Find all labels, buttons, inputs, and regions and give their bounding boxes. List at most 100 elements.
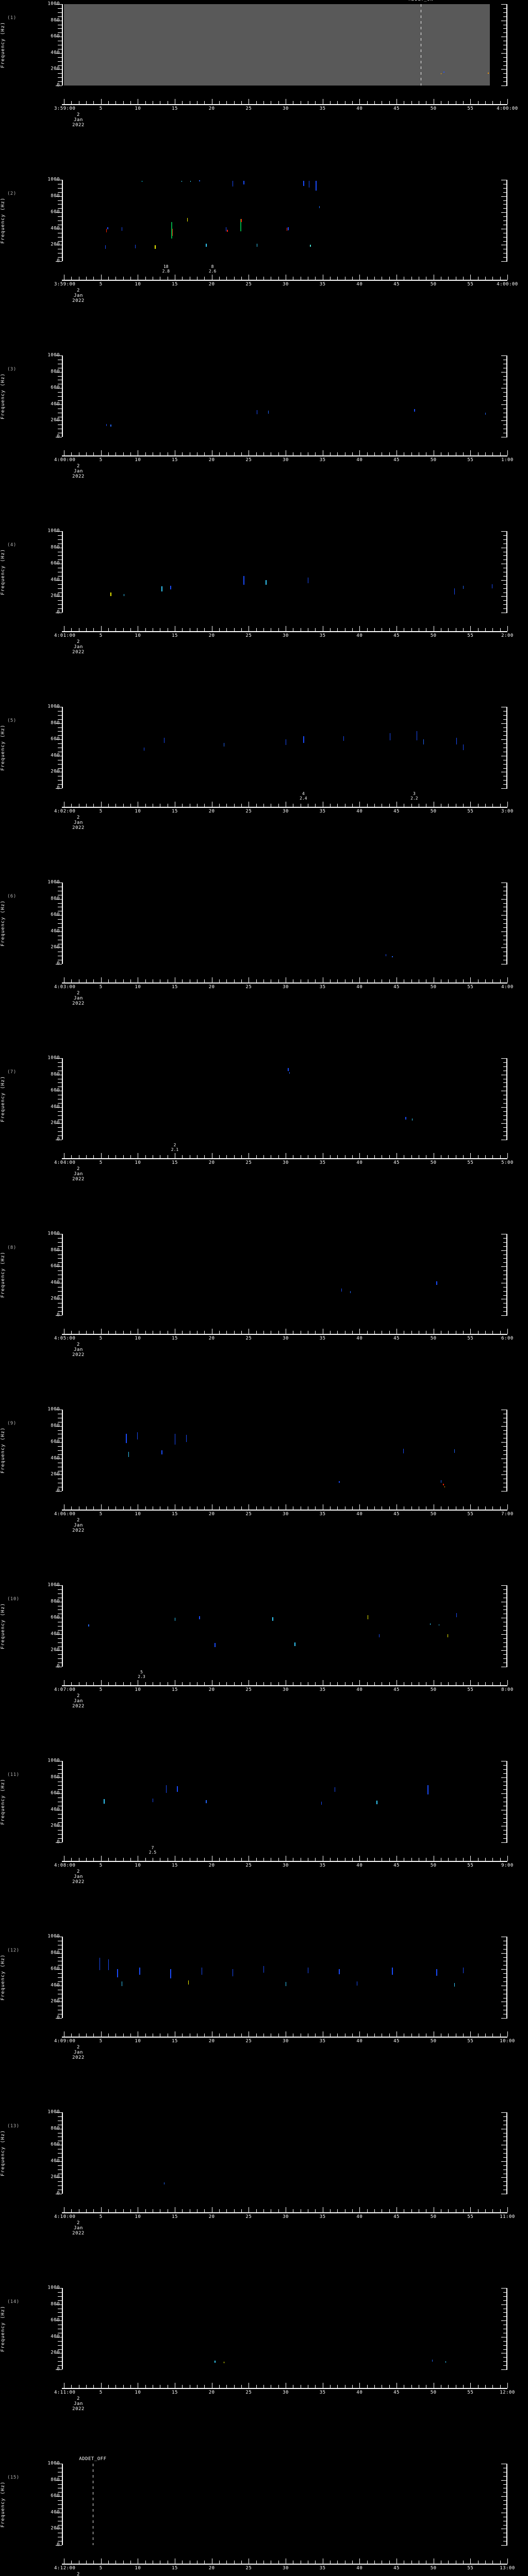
spectrogram-panel[interactable]: 0 200 400 600 800 1000 Frequency (Hz) (4) 4:01:0… [0, 527, 528, 703]
spectrogram-plot-area[interactable] [64, 2288, 507, 2369]
x-axis-label: 20 [208, 1512, 215, 1517]
y-axis-tick [56, 531, 62, 532]
x-axis-label: 4:00:00 [54, 457, 76, 463]
y-axis-tick-right [503, 1658, 507, 1659]
x-axis-tick [278, 1858, 279, 1861]
x-axis-tick [411, 1331, 412, 1334]
y-axis-tick [56, 420, 62, 421]
spectrogram-plot-area[interactable] [64, 1761, 507, 1842]
x-axis-label: 10 [135, 1863, 141, 1868]
x-axis-tick [389, 277, 390, 280]
spectrogram-panel[interactable]: 0 200 400 600 800 1000 Frequency (Hz) (14) 4:11:… [0, 2284, 528, 2460]
x-axis-tick [359, 1153, 360, 1158]
y-axis-tick [56, 53, 62, 54]
x-axis-tick [101, 802, 102, 807]
x-axis-tick [71, 1682, 72, 1685]
x-axis-tick [145, 1155, 146, 1158]
spectrogram-plot-area[interactable] [64, 1585, 507, 1667]
y-axis-tick-right [503, 743, 507, 744]
spectral-trace [186, 1434, 187, 1443]
x-axis-tick [463, 452, 464, 455]
y-axis-label: 1000 [47, 1934, 60, 1939]
spectrogram-plot-area[interactable] [64, 707, 507, 788]
spectrogram-panel[interactable]: 0 200 400 600 800 1000 Frequency (Hz) (10) 4:07:… [0, 1581, 528, 1757]
detection-annotation: 8 2.6 [209, 264, 216, 274]
x-axis-label: 10 [135, 633, 141, 638]
y-axis-tick-right [503, 16, 507, 17]
x-axis-tick [219, 452, 220, 455]
spectrogram-plot-area[interactable] [64, 2112, 507, 2194]
y-axis-tick [56, 69, 62, 70]
spectrogram-panel[interactable]: 0 200 400 600 800 1000 Frequency (Hz) (12) 4:09:… [0, 1933, 528, 2108]
spectrogram-panel[interactable]: 0 200 400 600 800 1000 Frequency (Hz) (5) 4:02:0… [0, 703, 528, 878]
x-axis-tick [411, 979, 412, 982]
y-axis-label: 1000 [47, 1055, 60, 1061]
x-axis-tick [337, 979, 338, 982]
y-axis-tick-right [503, 555, 507, 556]
spectrogram-plot-area[interactable] [64, 1234, 507, 1315]
spectrogram-panel[interactable]: 0 200 400 600 800 1000 Frequency (Hz) (15) ADDET… [0, 2456, 528, 2576]
x-axis-tick [145, 979, 146, 982]
y-axis-title: Frequency (Hz) [1, 1076, 6, 1122]
y-axis-title: Frequency (Hz) [1, 197, 6, 244]
x-axis-label: 11:00 [500, 2214, 515, 2219]
y-axis-title: Frequency (Hz) [1, 1427, 6, 1473]
date-line: 2022 [72, 1528, 85, 1533]
x-axis-label: 30 [283, 809, 289, 814]
y-axis-label: 400 [51, 2158, 60, 2164]
x-axis-tick [337, 452, 338, 455]
y-axis-tick [58, 731, 62, 732]
spectrogram-panel[interactable]: 0 200 400 600 800 1000 Frequency (Hz) (2) 3:59:0… [0, 176, 528, 351]
x-axis-tick [367, 628, 368, 631]
y-axis-tick [58, 1066, 62, 1067]
y-axis-tick [56, 2018, 62, 2019]
y-axis-tick [58, 2492, 62, 2493]
spectrogram-plot-area[interactable] [64, 180, 507, 261]
x-axis-tick [93, 2561, 94, 2564]
spectrogram-plot-area[interactable] [64, 2464, 507, 2545]
x-axis-tick [278, 628, 279, 631]
y-axis-tick [56, 739, 62, 740]
x-axis-tick [108, 628, 109, 631]
x-axis-label: 25 [245, 1160, 252, 1165]
y-axis-tick [58, 2312, 62, 2313]
y-axis-title: Frequency (Hz) [1, 2481, 6, 2528]
spectrogram-plot-area[interactable] [64, 1937, 507, 2018]
y-axis-line [62, 1410, 63, 1491]
x-axis-label: 4:12:00 [54, 2566, 76, 2571]
panel-number: (7) [7, 1070, 16, 1075]
x-axis-tick [219, 804, 220, 807]
spectrogram-plot-area[interactable] [64, 883, 507, 964]
spectrogram-panel[interactable]: 0 200 400 600 800 1000 Frequency (Hz) (6) 4:03:0… [0, 878, 528, 1054]
y-axis-label: 1000 [47, 2285, 60, 2291]
spectrogram-panel[interactable]: 0 200 400 600 800 1000 Frequency (Hz) (8) 4:05:0… [0, 1230, 528, 1405]
x-axis-tick [367, 2561, 368, 2564]
spectrogram-plot-area[interactable] [64, 531, 507, 613]
panel-number: (13) [7, 2124, 20, 2129]
spectrogram-panel[interactable]: 0 200 400 600 800 1000 Frequency (Hz) (3) 4:00:0… [0, 351, 528, 527]
spectrogram-panel[interactable]: 0 200 400 600 800 1000 Frequency (Hz) (11) 4:08:… [0, 1757, 528, 1933]
y-axis-tick [58, 743, 62, 744]
spectrogram-panel[interactable]: 0 200 400 600 800 1000 Frequency (Hz)(1) ADDET_… [0, 0, 528, 176]
x-axis-tick [241, 452, 242, 455]
x-axis-tick [86, 1682, 87, 1685]
spectrogram-panel[interactable]: 0 200 400 600 800 1000 Frequency (Hz) (9) 4:06:0… [0, 1405, 528, 1581]
spectrogram-plot-area[interactable] [64, 4, 507, 86]
x-axis-label: 5 [99, 282, 103, 287]
y-axis-tick-right [503, 1430, 507, 1431]
detection-annotation: 5 2.3 [138, 1670, 145, 1679]
x-axis-tick [507, 2558, 508, 2564]
x-axis-tick [182, 1858, 183, 1861]
spectrogram-plot-area[interactable] [64, 1410, 507, 1491]
y-axis-tick-right [501, 355, 507, 356]
panel-number: (1) [7, 15, 16, 21]
x-axis-label: 40 [356, 2390, 363, 2395]
spectrogram-panel[interactable]: 0 200 400 600 800 1000 Frequency (Hz) (13) 4:10:… [0, 2108, 528, 2284]
x-axis-tick [507, 977, 508, 982]
spectral-trace [110, 592, 111, 597]
spectrogram-plot-area[interactable] [64, 355, 507, 437]
spectrogram-panel[interactable]: 0 200 400 600 800 1000 Frequency (Hz) (7) 4:04:0… [0, 1054, 528, 1230]
spectrogram-plot-area[interactable] [64, 1058, 507, 1140]
date-line: Jan [74, 1874, 83, 1879]
